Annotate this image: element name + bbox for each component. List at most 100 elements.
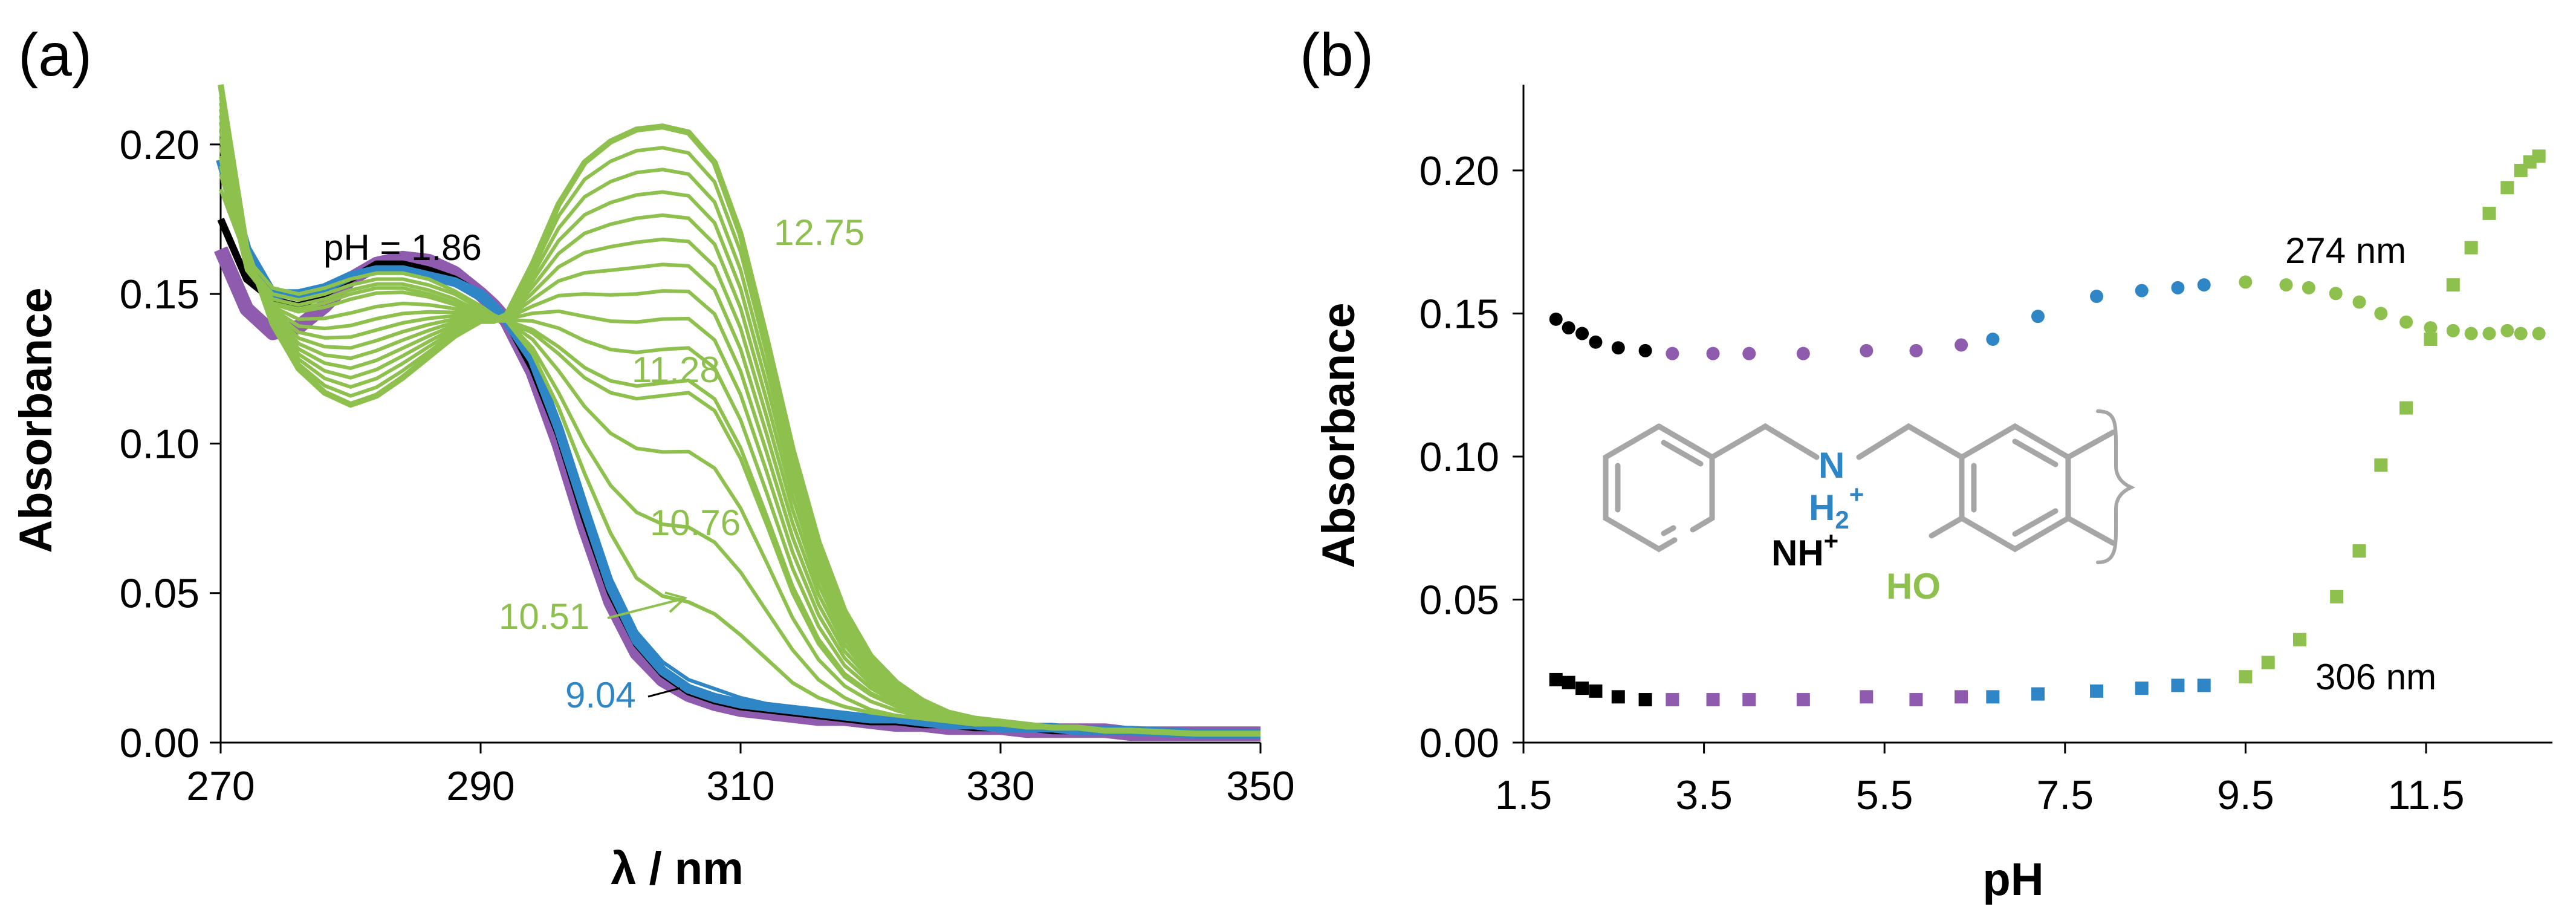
point-274nm [1611, 341, 1625, 355]
point-306nm [1549, 672, 1563, 686]
panel-b-series [1549, 149, 2546, 707]
point-306nm [2532, 149, 2546, 163]
anno-274nm: 274 nm [2285, 230, 2406, 271]
point-306nm [2090, 684, 2104, 698]
panel-a-ytick-label: 0.00 [120, 720, 200, 766]
anno-306nm: 306 nm [2315, 657, 2436, 697]
point-306nm [1742, 693, 1756, 707]
panel-b-xlabel: pH [1982, 854, 2043, 905]
point-306nm [1611, 690, 1625, 704]
point-306nm [2399, 401, 2413, 415]
point-274nm [2446, 324, 2460, 337]
chemical-structure [1603, 409, 2136, 564]
anno-ph-1275: 12.75 [774, 212, 865, 253]
point-306nm [2446, 278, 2460, 292]
anno-ph-186: pH = 1.86 [323, 227, 482, 268]
point-306nm [2031, 687, 2045, 701]
pyridine-ring-left [1603, 423, 1678, 553]
point-306nm [1909, 693, 1923, 707]
point-274nm [1909, 343, 1923, 357]
point-274nm [2031, 310, 2045, 324]
panel-a-label: (a) [18, 21, 92, 89]
point-306nm [1860, 690, 1874, 704]
point-306nm [2135, 682, 2149, 695]
point-306nm [1562, 675, 1575, 689]
point-274nm [2090, 290, 2104, 304]
point-274nm [1589, 335, 1603, 349]
point-274nm [1860, 343, 1874, 357]
n-label: N [1818, 445, 1844, 486]
point-306nm [2374, 458, 2388, 472]
point-306nm [2197, 678, 2211, 692]
phenol-double-bonds [1971, 438, 2059, 537]
panel-b-axes: 1.5 3.5 5.5 7.5 9.5 11.5 0.00 0.05 0.10 0.15 0.20 [1419, 85, 2552, 818]
point-274nm [1575, 327, 1589, 340]
point-274nm [1796, 346, 1810, 360]
panel-a-series [213, 84, 1260, 741]
panel-b-xtick-label: 3.5 [1675, 772, 1733, 818]
panel-a-ylabel: Absorbance [10, 287, 62, 553]
panel-b-ytick-label: 0.15 [1419, 291, 1499, 337]
point-274nm [1549, 312, 1563, 326]
point-306nm [1955, 690, 1968, 704]
panel-a-xtick-label: 270 [186, 763, 255, 809]
series-black-band [217, 218, 1260, 738]
panel-a-xtick-label: 350 [1226, 763, 1294, 809]
anno-ph-904-line [647, 687, 681, 698]
panel-b-xtick-label: 7.5 [2037, 772, 2094, 818]
panel-a-xtick-label: 290 [446, 763, 514, 809]
point-274nm [2197, 278, 2211, 292]
anno-ph-1051-arrow [607, 597, 684, 619]
point-306nm [1589, 684, 1603, 698]
point-274nm [1706, 346, 1720, 360]
panel-a-ytick-label: 0.10 [120, 421, 200, 467]
point-274nm [1742, 346, 1756, 360]
panel-b-ytick-label: 0.20 [1419, 148, 1499, 194]
panel-a-axes: 270 290 310 330 350 0.00 0.05 0.10 0.15 0.20 [120, 85, 1295, 809]
panel-b-ytick-label: 0.05 [1419, 577, 1499, 623]
point-274nm [2279, 278, 2293, 292]
panel-a-ytick-label: 0.15 [120, 272, 200, 317]
point-274nm [1955, 338, 1968, 352]
series-green-curve [219, 96, 1260, 736]
point-306nm [1575, 682, 1589, 695]
point-306nm [1986, 690, 2000, 704]
nh-label: NH+ [1771, 527, 1838, 573]
point-274nm [1638, 343, 1652, 357]
point-306nm [2424, 333, 2438, 346]
anno-ph-1051: 10.51 [499, 596, 589, 637]
point-306nm [2500, 181, 2514, 195]
amine-chain [1709, 423, 1965, 460]
anno-ph-904: 9.04 [565, 675, 636, 715]
point-274nm [2500, 324, 2514, 337]
point-274nm [1986, 333, 2000, 346]
point-306nm [2239, 670, 2253, 684]
panel-b-xtick-label: 9.5 [2217, 772, 2274, 818]
panel-b-xtick-label: 11.5 [2387, 772, 2464, 818]
pyridine-double-bonds [1615, 440, 1704, 536]
point-306nm [1796, 693, 1810, 707]
pyridine-ring-right [1656, 423, 1715, 533]
point-274nm [2514, 327, 2528, 340]
point-306nm [2464, 241, 2478, 255]
panel-b-xtick-label: 5.5 [1856, 772, 1913, 818]
anno-ph-1128: 11.28 [632, 350, 720, 390]
point-306nm [2171, 678, 2185, 692]
panel-a-xtick-label: 310 [706, 763, 774, 809]
series-purple-band [213, 246, 1260, 741]
point-274nm [2464, 327, 2478, 340]
point-306nm [2352, 544, 2366, 558]
point-306nm [2261, 656, 2275, 669]
point-274nm [2482, 327, 2496, 340]
panel-a: (a) 270 290 310 330 3500.000.050.100.150.20 … [10, 21, 1295, 894]
macrocycle-bonds [2065, 429, 2116, 546]
series-ph-1128 [219, 158, 1260, 736]
series-green-curve [219, 122, 1260, 736]
point-274nm [1562, 321, 1575, 335]
point-306nm [1666, 693, 1679, 707]
panel-a-xtick-label: 330 [966, 763, 1034, 809]
point-306nm [2292, 633, 2306, 646]
point-306nm [1638, 693, 1652, 707]
panel-b-xtick-label: 1.5 [1495, 772, 1552, 818]
